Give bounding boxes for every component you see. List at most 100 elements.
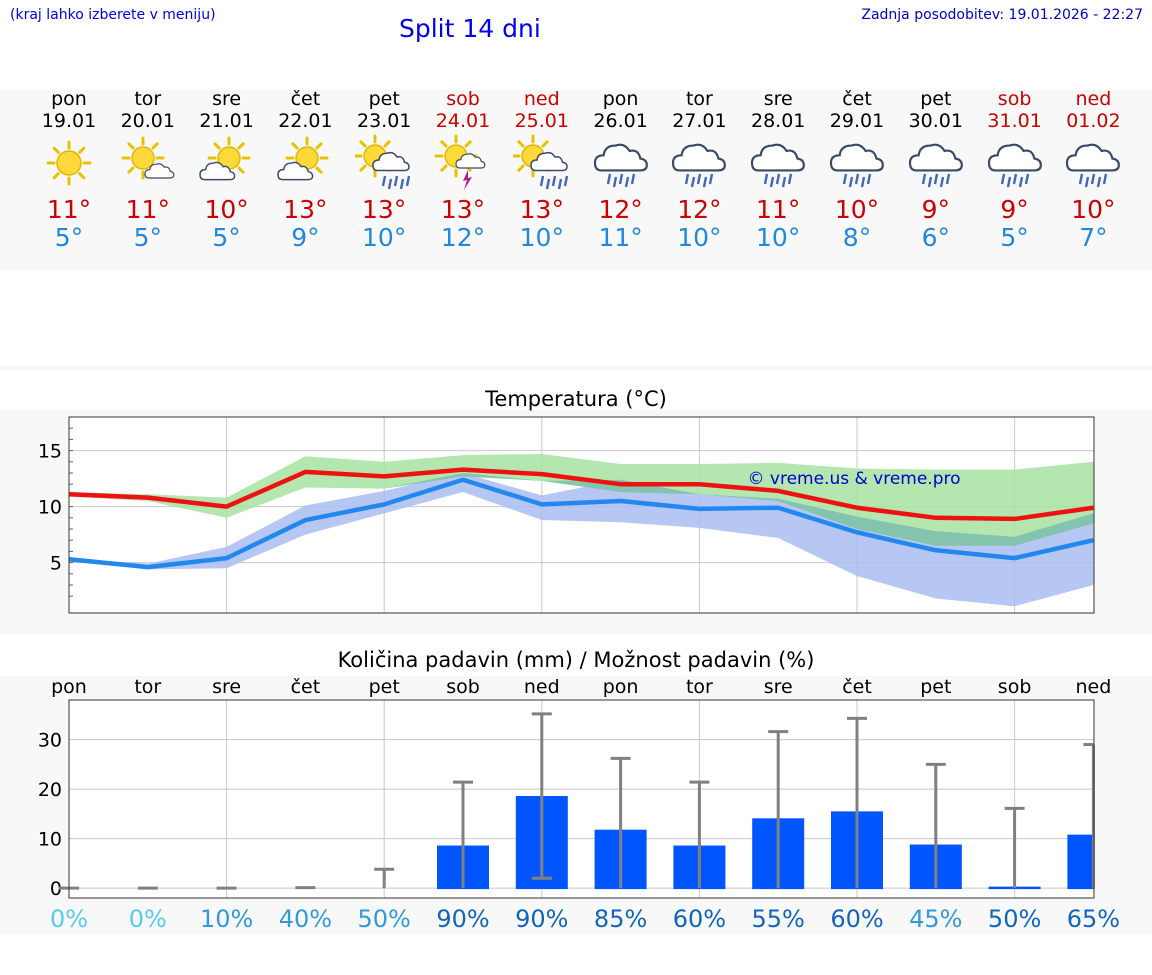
y-tick-label: 15 (38, 441, 62, 463)
plot-frame (68, 416, 1095, 614)
precip-probability: 55% (752, 905, 805, 933)
sun-thunder-icon (423, 132, 503, 194)
precip-probability: 50% (358, 905, 411, 933)
forecast-day: sob 24.01 13° 12° (423, 88, 503, 252)
forecast-day: pon 19.01 11° 5° (29, 88, 109, 252)
last-updated: Zadnja posodobitev: 19.01.2026 - 22:27 (861, 7, 1143, 23)
precip-probability: 45% (909, 905, 962, 933)
day-name: čet (290, 88, 321, 110)
sunny-icon (29, 132, 109, 194)
min-temp: 10° (362, 223, 407, 252)
max-temp: 12° (598, 195, 643, 224)
forecast-day: tor 20.01 11° 5° (108, 88, 188, 252)
day-name: ned (1075, 88, 1112, 110)
forecast-day: čet 22.01 13° 9° (265, 88, 345, 252)
x-day-label: sre (764, 676, 793, 698)
x-day-label: čet (842, 676, 872, 698)
y-tick-label: 20 (38, 779, 62, 801)
plot-frame (68, 699, 1095, 899)
precip-probability: 40% (279, 905, 332, 933)
y-tick-label: 10 (38, 497, 62, 519)
day-name: sre (763, 88, 793, 110)
day-name: ned (523, 88, 560, 110)
forecast-day: čet 29.01 10° 8° (817, 88, 897, 252)
rain-icon (1053, 132, 1133, 194)
forecast-day: sre 28.01 11° 10° (738, 88, 818, 252)
watermark: © vreme.us & vreme.pro (747, 469, 960, 489)
precip-probability: 90% (436, 905, 489, 933)
day-date: 01.02 (1066, 110, 1121, 132)
max-temp-range-band (69, 453, 1094, 546)
day-date: 21.01 (199, 110, 254, 132)
day-name: sob (997, 88, 1032, 110)
precip-probability: 60% (673, 905, 726, 933)
precipitation-chart-title: Količina padavin (mm) / Možnost padavin … (337, 648, 815, 672)
temperature-chart-title: Temperatura (°C) (485, 387, 667, 411)
x-day-label: ned (1076, 676, 1112, 698)
min-temp: 10° (677, 223, 722, 252)
x-day-label: ned (524, 676, 560, 698)
x-day-label: tor (134, 676, 161, 698)
min-temp: 9° (291, 223, 320, 252)
forecast-day: sob 31.01 9° 5° (975, 88, 1055, 252)
day-date: 24.01 (435, 110, 491, 132)
max-temp: 11° (46, 195, 92, 224)
day-date: 31.01 (987, 110, 1042, 132)
min-temp-range-band (69, 473, 1094, 607)
page-title[interactable]: Split 14 dni (399, 14, 541, 43)
forecast-day: sre 21.01 10° 5° (187, 88, 267, 252)
max-temp: 13° (362, 195, 407, 224)
max-temp-line (68, 467, 1094, 522)
max-temp: 10° (834, 195, 880, 224)
rain-icon (975, 132, 1055, 194)
day-date: 27.01 (672, 110, 727, 132)
x-day-label: pet (920, 676, 951, 698)
max-temp: 9° (1000, 195, 1029, 224)
sun-rain-icon (344, 132, 424, 194)
location-menu-hint[interactable]: (kraj lahko izberete v meniju) (10, 7, 216, 23)
divider (0, 366, 1152, 370)
day-date: 26.01 (593, 110, 648, 132)
day-date: 25.01 (514, 110, 569, 132)
min-temp: 5° (212, 223, 241, 252)
x-day-label: sob (446, 676, 480, 698)
y-tick-label: 5 (50, 553, 62, 575)
day-name: pon (602, 88, 639, 110)
day-date: 20.01 (120, 110, 175, 132)
min-temp: 6° (921, 223, 950, 252)
day-date: 29.01 (829, 110, 885, 132)
max-temp: 11° (756, 195, 801, 224)
x-day-label: čet (291, 676, 321, 698)
sun-rain-icon (502, 132, 582, 194)
x-day-label: pon (51, 676, 87, 698)
y-tick-label: 30 (38, 730, 62, 752)
x-day-label: sre (212, 676, 241, 698)
precip-probability: 50% (988, 905, 1041, 933)
day-name: tor (685, 88, 713, 110)
day-name: pon (51, 88, 87, 110)
min-temp: 10° (519, 223, 564, 252)
forecast-day: ned 25.01 13° 10° (502, 88, 582, 252)
precip-probability: 60% (830, 905, 883, 933)
min-temp: 5° (1000, 223, 1029, 252)
day-date: 22.01 (278, 110, 333, 132)
day-name: pet (920, 88, 952, 110)
precip-probability: 0% (50, 905, 88, 933)
sun-cloud-icon (108, 132, 188, 194)
range-overlap-band (69, 473, 1094, 546)
precipitation-bar (1067, 834, 1094, 890)
min-temp: 8° (842, 223, 872, 252)
precip-probability: 90% (515, 905, 568, 933)
rain-icon (738, 132, 818, 194)
min-temp: 5° (133, 223, 162, 252)
max-temp: 10° (1071, 195, 1116, 224)
precip-probability: 0% (129, 905, 167, 933)
max-temp: 10° (204, 195, 249, 224)
day-name: sre (212, 88, 242, 110)
precipitation-chart: pon tor sre čet pet sob ned pon tor sre čet pet sob n… (38, 676, 1120, 933)
min-temp: 11° (598, 223, 643, 252)
max-temp: 13° (283, 195, 328, 224)
day-date: 30.01 (908, 110, 963, 132)
day-name: čet (842, 88, 872, 110)
rain-icon (896, 132, 976, 194)
